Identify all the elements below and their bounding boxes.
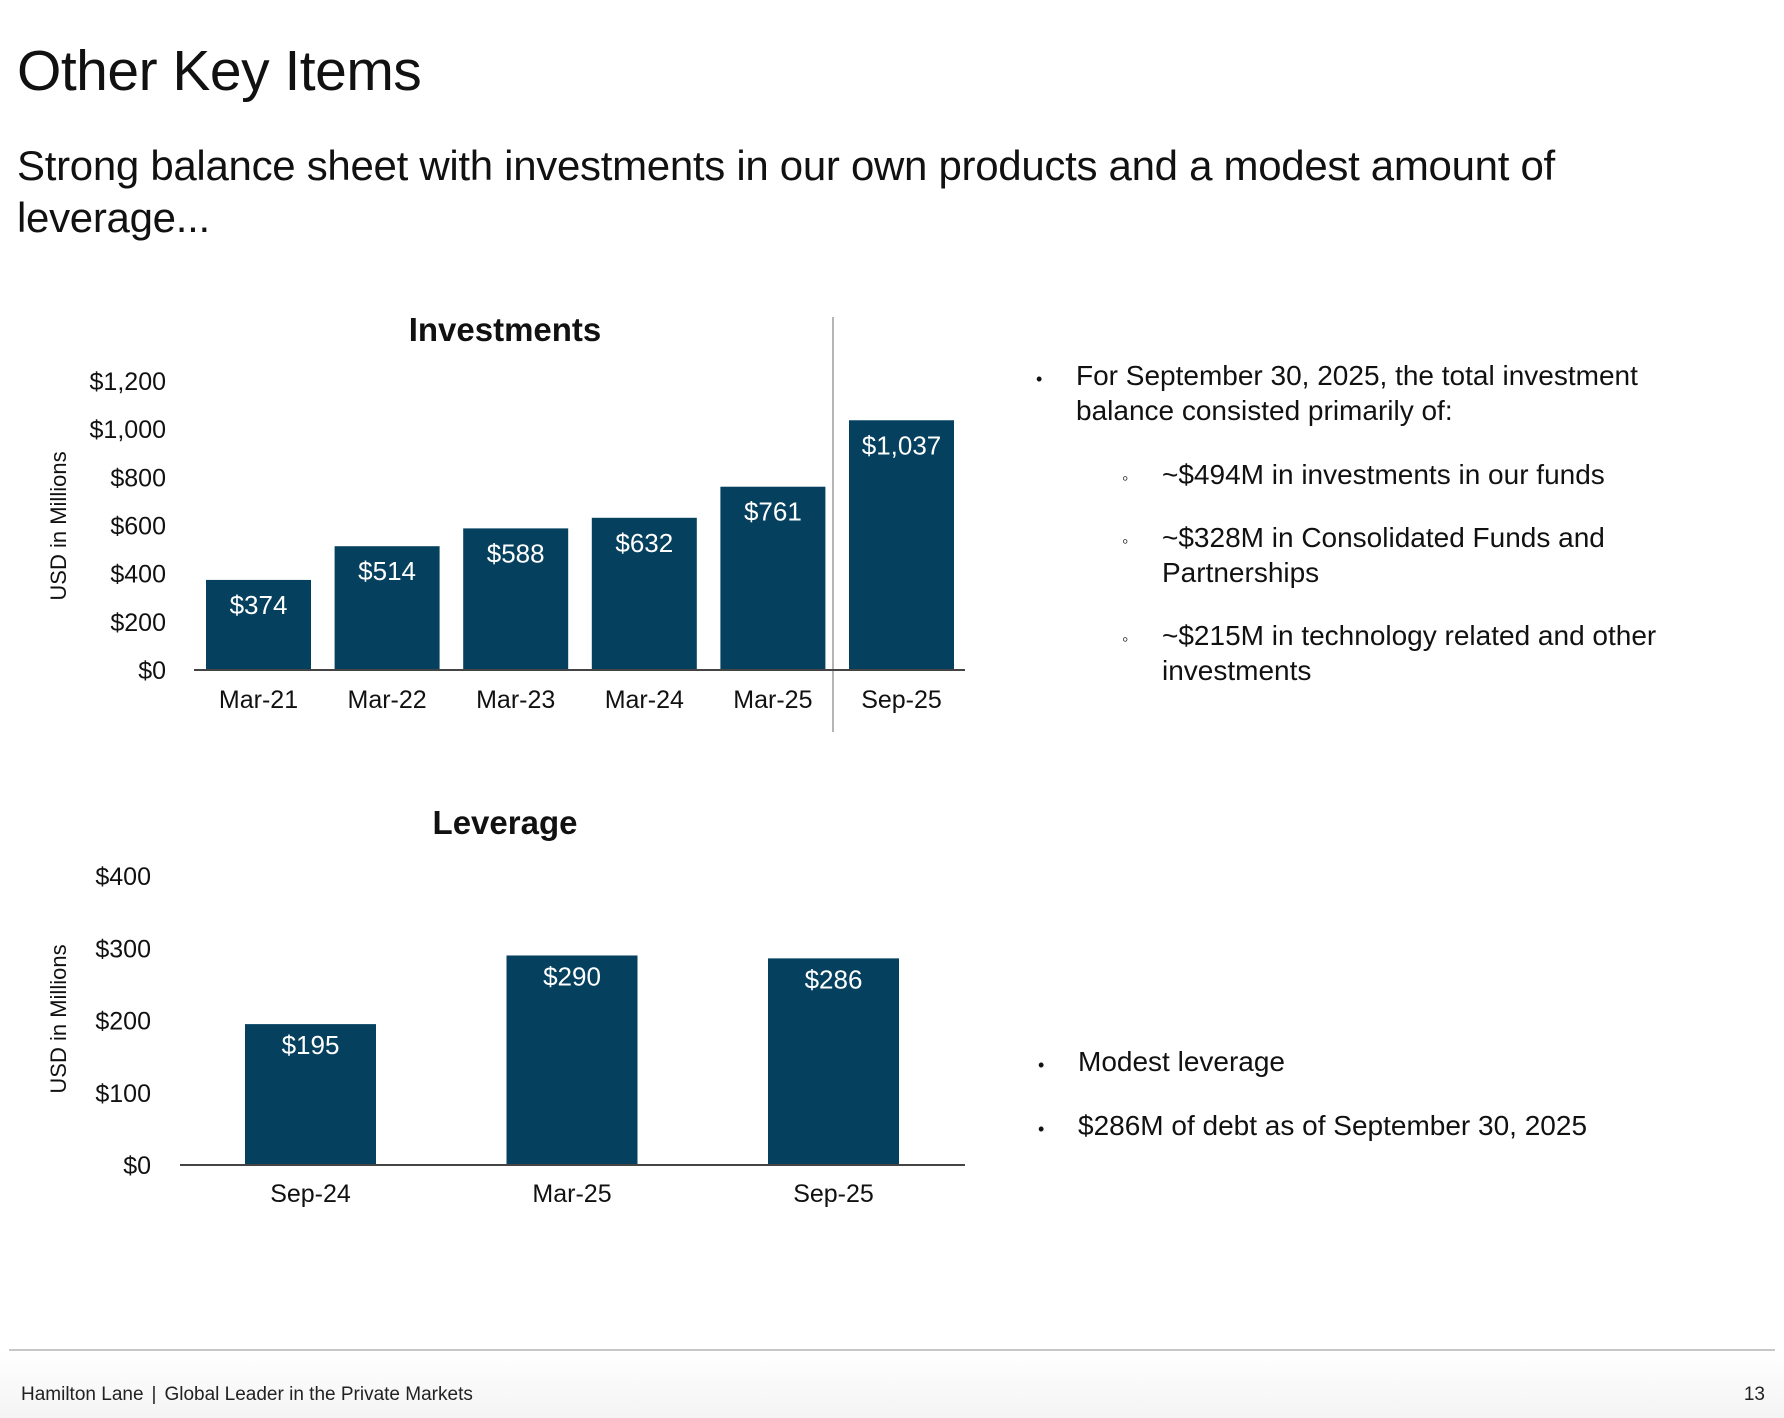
x-tick-label: Mar-22 — [348, 686, 427, 714]
leverage-bullet-text: $286M of debt as of September 30, 2025 — [1078, 1110, 1588, 1141]
footer-band — [0, 1351, 1784, 1418]
bar — [245, 1024, 376, 1165]
y-tick-label: $1,000 — [90, 416, 166, 444]
leverage-bullet: • $286M of debt as of September 30, 2025 — [1038, 1108, 1718, 1143]
y-tick-label: $800 — [110, 464, 166, 492]
y-tick-label: $400 — [95, 863, 151, 891]
bar — [334, 546, 440, 670]
bar — [591, 517, 697, 670]
data-label: $286 — [805, 964, 863, 994]
data-label: $290 — [543, 961, 601, 991]
leverage-bullet-text: Modest leverage — [1078, 1046, 1286, 1077]
data-label: $195 — [282, 1030, 340, 1060]
data-label: $374 — [230, 590, 288, 620]
data-label: $588 — [487, 538, 545, 568]
data-label: $632 — [615, 528, 673, 558]
x-tick-label: Mar-24 — [605, 686, 684, 714]
leverage-bullet: • Modest leverage — [1038, 1044, 1718, 1079]
investments-intro-text: For September 30, 2025, the total invest… — [1076, 360, 1638, 426]
investments-sub-item-text: ~$328M in Consolidated Funds and Partner… — [1162, 522, 1605, 588]
footer-tagline: Global Leader in the Private Markets — [164, 1384, 473, 1405]
x-tick-label: Sep-25 — [861, 686, 942, 714]
bullet-dot-icon: • — [1038, 1119, 1045, 1139]
y-axis-label: USD in Millions — [46, 944, 71, 1093]
data-label: $761 — [744, 497, 802, 527]
bar — [720, 486, 826, 670]
bar — [849, 420, 954, 670]
bullet-dot-icon: • — [1038, 1055, 1045, 1075]
bar — [206, 579, 311, 670]
y-tick-label: $600 — [110, 513, 166, 541]
y-tick-label: $400 — [110, 561, 166, 589]
y-tick-label: $1,200 — [90, 368, 166, 396]
footer-divider — [9, 1349, 1775, 1351]
page-number: 13 — [1743, 1384, 1765, 1405]
leverage-notes: • Modest leverage • $286M of debt as of … — [1038, 1044, 1718, 1143]
bar — [506, 955, 638, 1165]
page-title: Other Key Items — [17, 39, 422, 103]
footer-brand: Hamilton Lane | Global Leader in the Priva… — [21, 1384, 473, 1406]
data-label: $514 — [358, 556, 416, 586]
y-axis-label: USD in Millions — [46, 451, 71, 600]
investments-sub-item: ◦ ~$494M in investments in our funds — [1122, 457, 1716, 492]
x-tick-label: Mar-25 — [733, 686, 812, 714]
bullet-dot-icon: • — [1036, 369, 1043, 389]
investments-sub-item: ◦ ~$215M in technology related and other… — [1122, 618, 1716, 688]
y-tick-label: $0 — [123, 1152, 151, 1180]
investments-chart: Investments USD in Millions $0 $200 $400 $600… — [46, 311, 965, 732]
y-tick-label: $100 — [95, 1080, 151, 1108]
x-tick-label: Mar-23 — [476, 686, 555, 714]
investments-notes: • For September 30, 2025, the total inve… — [1036, 358, 1716, 688]
sub-bullet-icon: ◦ — [1122, 468, 1129, 488]
footer-company: Hamilton Lane — [21, 1384, 144, 1405]
x-tick-label: Sep-24 — [270, 1180, 351, 1208]
bar — [463, 528, 569, 670]
x-tick-label: Sep-25 — [793, 1180, 874, 1208]
data-label: $1,037 — [862, 430, 942, 460]
sub-bullet-icon: ◦ — [1122, 629, 1129, 649]
x-tick-label: Mar-25 — [532, 1180, 611, 1208]
y-tick-label: $300 — [95, 935, 151, 963]
bar — [768, 958, 899, 1165]
x-tick-label: Mar-21 — [219, 686, 298, 714]
page-subtitle: Strong balance sheet with investments in… — [17, 142, 1555, 241]
investments-sub-item-text: ~$215M in technology related and other i… — [1162, 620, 1657, 686]
chart-title: Leverage — [433, 804, 578, 841]
y-tick-label: $200 — [110, 609, 166, 637]
leverage-chart: Leverage USD in Millions $0 $100 $200 $300 $40… — [46, 804, 965, 1208]
y-tick-label: $0 — [138, 657, 166, 685]
sub-bullet-icon: ◦ — [1122, 531, 1129, 551]
investments-sub-item: ◦ ~$328M in Consolidated Funds and Partn… — [1122, 520, 1716, 590]
investments-sub-item-text: ~$494M in investments in our funds — [1162, 459, 1605, 490]
investments-intro-bullet: • For September 30, 2025, the total inve… — [1036, 358, 1716, 428]
y-tick-label: $200 — [95, 1008, 151, 1036]
footer-separator: | — [151, 1384, 157, 1405]
chart-title: Investments — [409, 311, 602, 348]
